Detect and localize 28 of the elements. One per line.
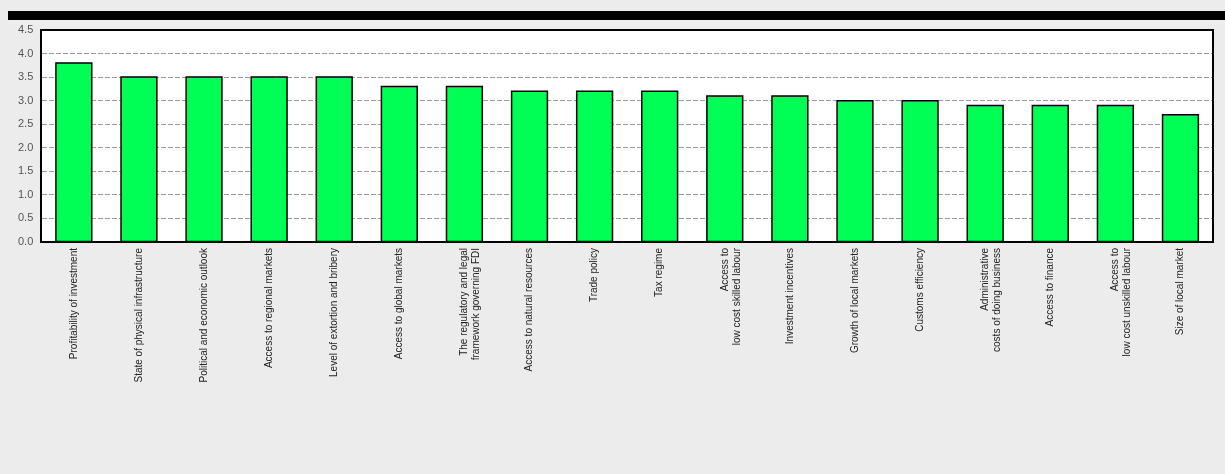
x-tick-label: State of physical infrastructure [132, 247, 144, 383]
x-tick-label: Administrative costs of doing business [978, 247, 1002, 352]
y-tick-label: 2.0 [17, 140, 34, 153]
x-tick-label: Tax regime [653, 247, 665, 297]
y-tick-label: 3.5 [17, 70, 34, 83]
x-tick-label: Access to finance [1044, 247, 1056, 327]
x-tick-label: Access to natural resources [523, 248, 535, 372]
y-tick-label: 1.0 [17, 187, 34, 200]
x-tick-label: Access to low cost skilled labour [718, 247, 742, 346]
x-tick-label: Size of local market [1174, 247, 1186, 336]
y-tick-label: 0.5 [17, 211, 34, 224]
x-tick-label: Access to regional markets [262, 248, 274, 369]
y-tick-label: 4.5 [17, 23, 34, 36]
x-tick-label: Customs efficiency [913, 248, 925, 332]
y-tick-label: 1.5 [17, 164, 34, 177]
y-tick-label: 3.0 [17, 93, 34, 106]
x-tick-label: The regulatory and legal framework governing FDI [458, 248, 482, 361]
x-tick-label: Access to global markets [393, 248, 405, 360]
x-tick-label: Political and economic outlook [197, 247, 209, 383]
x-tick-label: Access to low cost unskilled labour [1109, 247, 1133, 357]
y-tick-label: 0.0 [17, 235, 34, 248]
x-tick-label: Level of extortion and bribery [327, 248, 339, 377]
x-tick-label: Profitability of investment [67, 247, 79, 360]
y-tick-label: 4.0 [17, 46, 34, 59]
y-tick-label: 2.5 [17, 117, 34, 130]
x-tick-label: Investment incentives [783, 248, 795, 345]
x-tick-label: Trade policy [588, 248, 600, 303]
x-tick-label: Growth of local markets [848, 248, 860, 354]
